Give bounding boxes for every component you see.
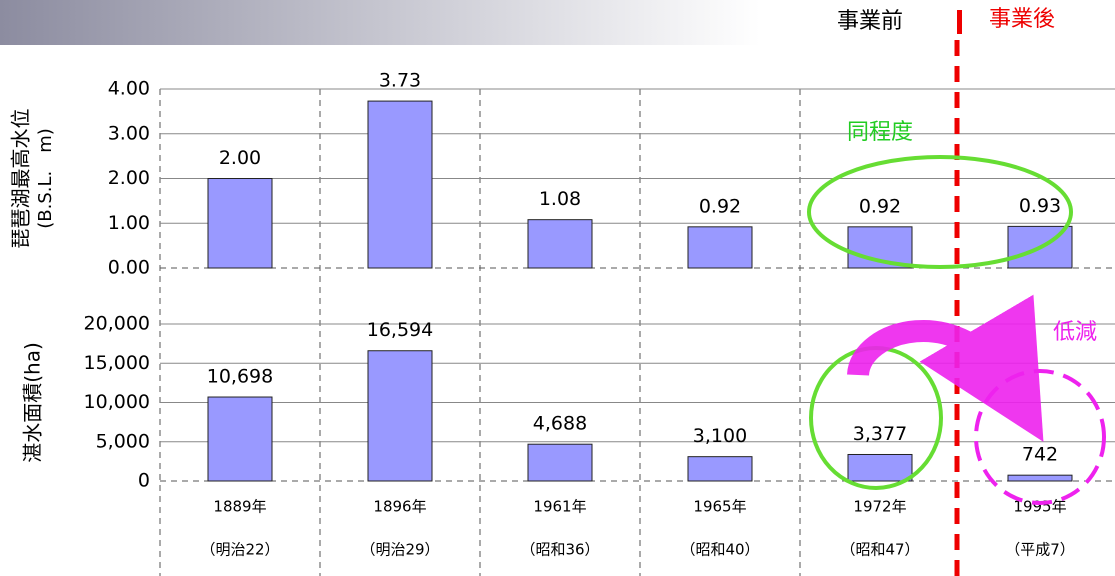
data-label: 3,100 (693, 425, 747, 447)
data-label: 3.73 (379, 70, 421, 92)
x-tick-label: 1889年 (213, 498, 266, 516)
data-label: 4,688 (533, 413, 587, 435)
bar (367, 350, 433, 482)
y-tick-label: 20,000 (84, 313, 150, 335)
bar (687, 226, 753, 269)
data-label: 3,377 (853, 423, 907, 445)
x-tick-label: 1896年 (373, 498, 426, 516)
y-axis-unit: (B.S.L. m) (35, 128, 56, 229)
x-tick-sublabel: （平成7） (1005, 541, 1075, 559)
y-tick-label: 2.00 (108, 167, 150, 189)
y-tick-label: 4.00 (108, 78, 150, 100)
same-label: 同程度 (847, 120, 913, 145)
y-tick-label: 10,000 (84, 391, 150, 413)
banner (0, 0, 760, 45)
y-tick-label: 3.00 (108, 122, 150, 144)
bar (527, 443, 593, 482)
after-marker (957, 10, 962, 34)
highlight (974, 369, 1106, 505)
bar (207, 178, 273, 269)
data-label: 2.00 (219, 147, 261, 169)
x-tick-label: 1995年 (1013, 498, 1066, 516)
y-tick-label: 0 (138, 470, 150, 492)
x-tick-sublabel: （明治29） (360, 541, 439, 559)
y-axis-label: 琵琶湖最高水位 (9, 109, 33, 249)
data-label: 10,698 (207, 366, 273, 388)
before-label: 事業前 (837, 9, 903, 34)
x-tick-label: 1972年 (853, 498, 906, 516)
x-tick-sublabel: （昭和36） (520, 541, 599, 559)
x-tick-sublabel: （昭和40） (680, 541, 759, 559)
data-label: 742 (1022, 444, 1058, 466)
x-tick-sublabel: （昭和47） (840, 541, 919, 559)
reduced-label: 低減 (1053, 320, 1097, 345)
y-tick-label: 5,000 (96, 430, 150, 452)
y-axis-label: 湛水面積(ha) (21, 342, 45, 463)
bar (687, 456, 753, 482)
data-label: 0.92 (859, 195, 901, 217)
arrow (847, 294, 1044, 442)
data-label: 1.08 (539, 188, 581, 210)
highlight (807, 155, 1073, 269)
x-tick-label: 1961年 (533, 498, 586, 516)
y-tick-label: 1.00 (108, 212, 150, 234)
y-tick-label: 15,000 (84, 352, 150, 374)
data-label: 0.92 (699, 195, 741, 217)
bar (847, 453, 913, 482)
bar (527, 219, 593, 269)
data-label: 16,594 (367, 319, 433, 341)
x-tick-sublabel: （明治22） (200, 541, 279, 559)
y-tick-label: 0.00 (108, 257, 150, 279)
bar (1007, 474, 1073, 482)
data-label: 0.93 (1019, 195, 1061, 217)
bar (367, 100, 433, 269)
bar (207, 396, 273, 482)
x-tick-label: 1965年 (693, 498, 746, 516)
after-label: 事業後 (989, 7, 1055, 32)
